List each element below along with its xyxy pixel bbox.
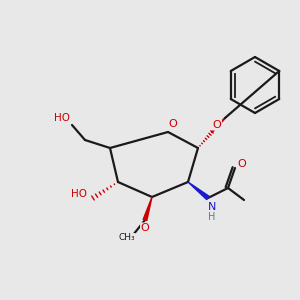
Text: O: O — [238, 159, 246, 169]
Polygon shape — [143, 197, 152, 220]
Text: N: N — [208, 202, 216, 212]
Text: H: H — [208, 212, 216, 222]
Text: O: O — [169, 119, 177, 129]
Text: CH₃: CH₃ — [119, 233, 135, 242]
Text: HO: HO — [54, 113, 70, 123]
Text: O: O — [141, 223, 149, 233]
Polygon shape — [188, 182, 209, 200]
Text: HO: HO — [71, 189, 87, 199]
Text: O: O — [213, 120, 221, 130]
